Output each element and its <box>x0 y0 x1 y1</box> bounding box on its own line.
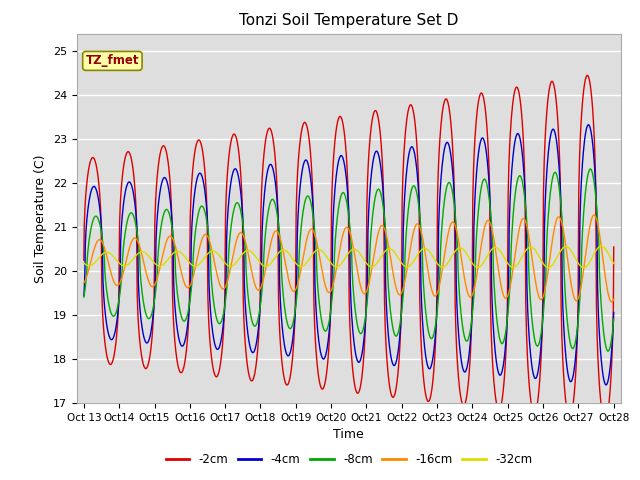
-32cm <box>80 260 88 266</box>
-16cm <box>288 287 296 292</box>
-2cm <box>610 244 618 250</box>
-8cm <box>587 166 595 172</box>
-16cm <box>563 249 570 255</box>
-4cm <box>602 382 610 388</box>
-8cm <box>80 294 88 300</box>
-4cm <box>430 348 438 354</box>
-2cm <box>288 363 296 369</box>
-2cm <box>601 419 609 425</box>
-16cm <box>590 212 598 218</box>
-8cm <box>197 204 205 209</box>
-4cm <box>288 343 296 348</box>
-8cm <box>610 316 618 322</box>
Line: -4cm: -4cm <box>84 125 614 385</box>
-2cm <box>301 120 308 125</box>
Title: Tonzi Soil Temperature Set D: Tonzi Soil Temperature Set D <box>239 13 458 28</box>
-4cm <box>80 293 88 299</box>
Line: -32cm: -32cm <box>84 246 614 268</box>
X-axis label: Time: Time <box>333 429 364 442</box>
-32cm <box>301 262 308 268</box>
-32cm <box>563 244 570 250</box>
-32cm <box>610 261 618 266</box>
-8cm <box>517 174 525 180</box>
Legend: -2cm, -4cm, -8cm, -16cm, -32cm: -2cm, -4cm, -8cm, -16cm, -32cm <box>161 449 537 471</box>
-4cm <box>584 122 592 128</box>
-2cm <box>80 257 88 263</box>
-16cm <box>517 219 525 225</box>
-16cm <box>430 292 438 298</box>
-4cm <box>197 171 205 177</box>
-4cm <box>517 141 525 147</box>
-32cm <box>517 256 525 262</box>
-32cm <box>430 255 438 261</box>
-8cm <box>563 311 570 317</box>
-32cm <box>288 255 296 261</box>
-32cm <box>597 243 605 249</box>
-2cm <box>584 72 591 78</box>
-8cm <box>604 348 612 354</box>
-4cm <box>301 158 308 164</box>
-32cm <box>197 260 205 265</box>
-16cm <box>608 299 616 305</box>
-4cm <box>563 361 570 367</box>
-16cm <box>301 246 308 252</box>
-4cm <box>610 310 618 315</box>
Line: -16cm: -16cm <box>84 215 614 302</box>
-2cm <box>430 368 438 373</box>
Text: TZ_fmet: TZ_fmet <box>86 54 139 67</box>
Line: -2cm: -2cm <box>84 75 614 422</box>
-2cm <box>517 105 525 110</box>
-16cm <box>80 280 88 286</box>
-16cm <box>610 296 618 302</box>
-16cm <box>197 240 205 246</box>
-2cm <box>563 405 570 411</box>
-8cm <box>430 331 438 337</box>
Y-axis label: Soil Temperature (C): Soil Temperature (C) <box>35 154 47 283</box>
-2cm <box>197 140 205 146</box>
-8cm <box>288 324 296 330</box>
-8cm <box>301 200 308 206</box>
Line: -8cm: -8cm <box>84 169 614 351</box>
-32cm <box>580 265 588 271</box>
